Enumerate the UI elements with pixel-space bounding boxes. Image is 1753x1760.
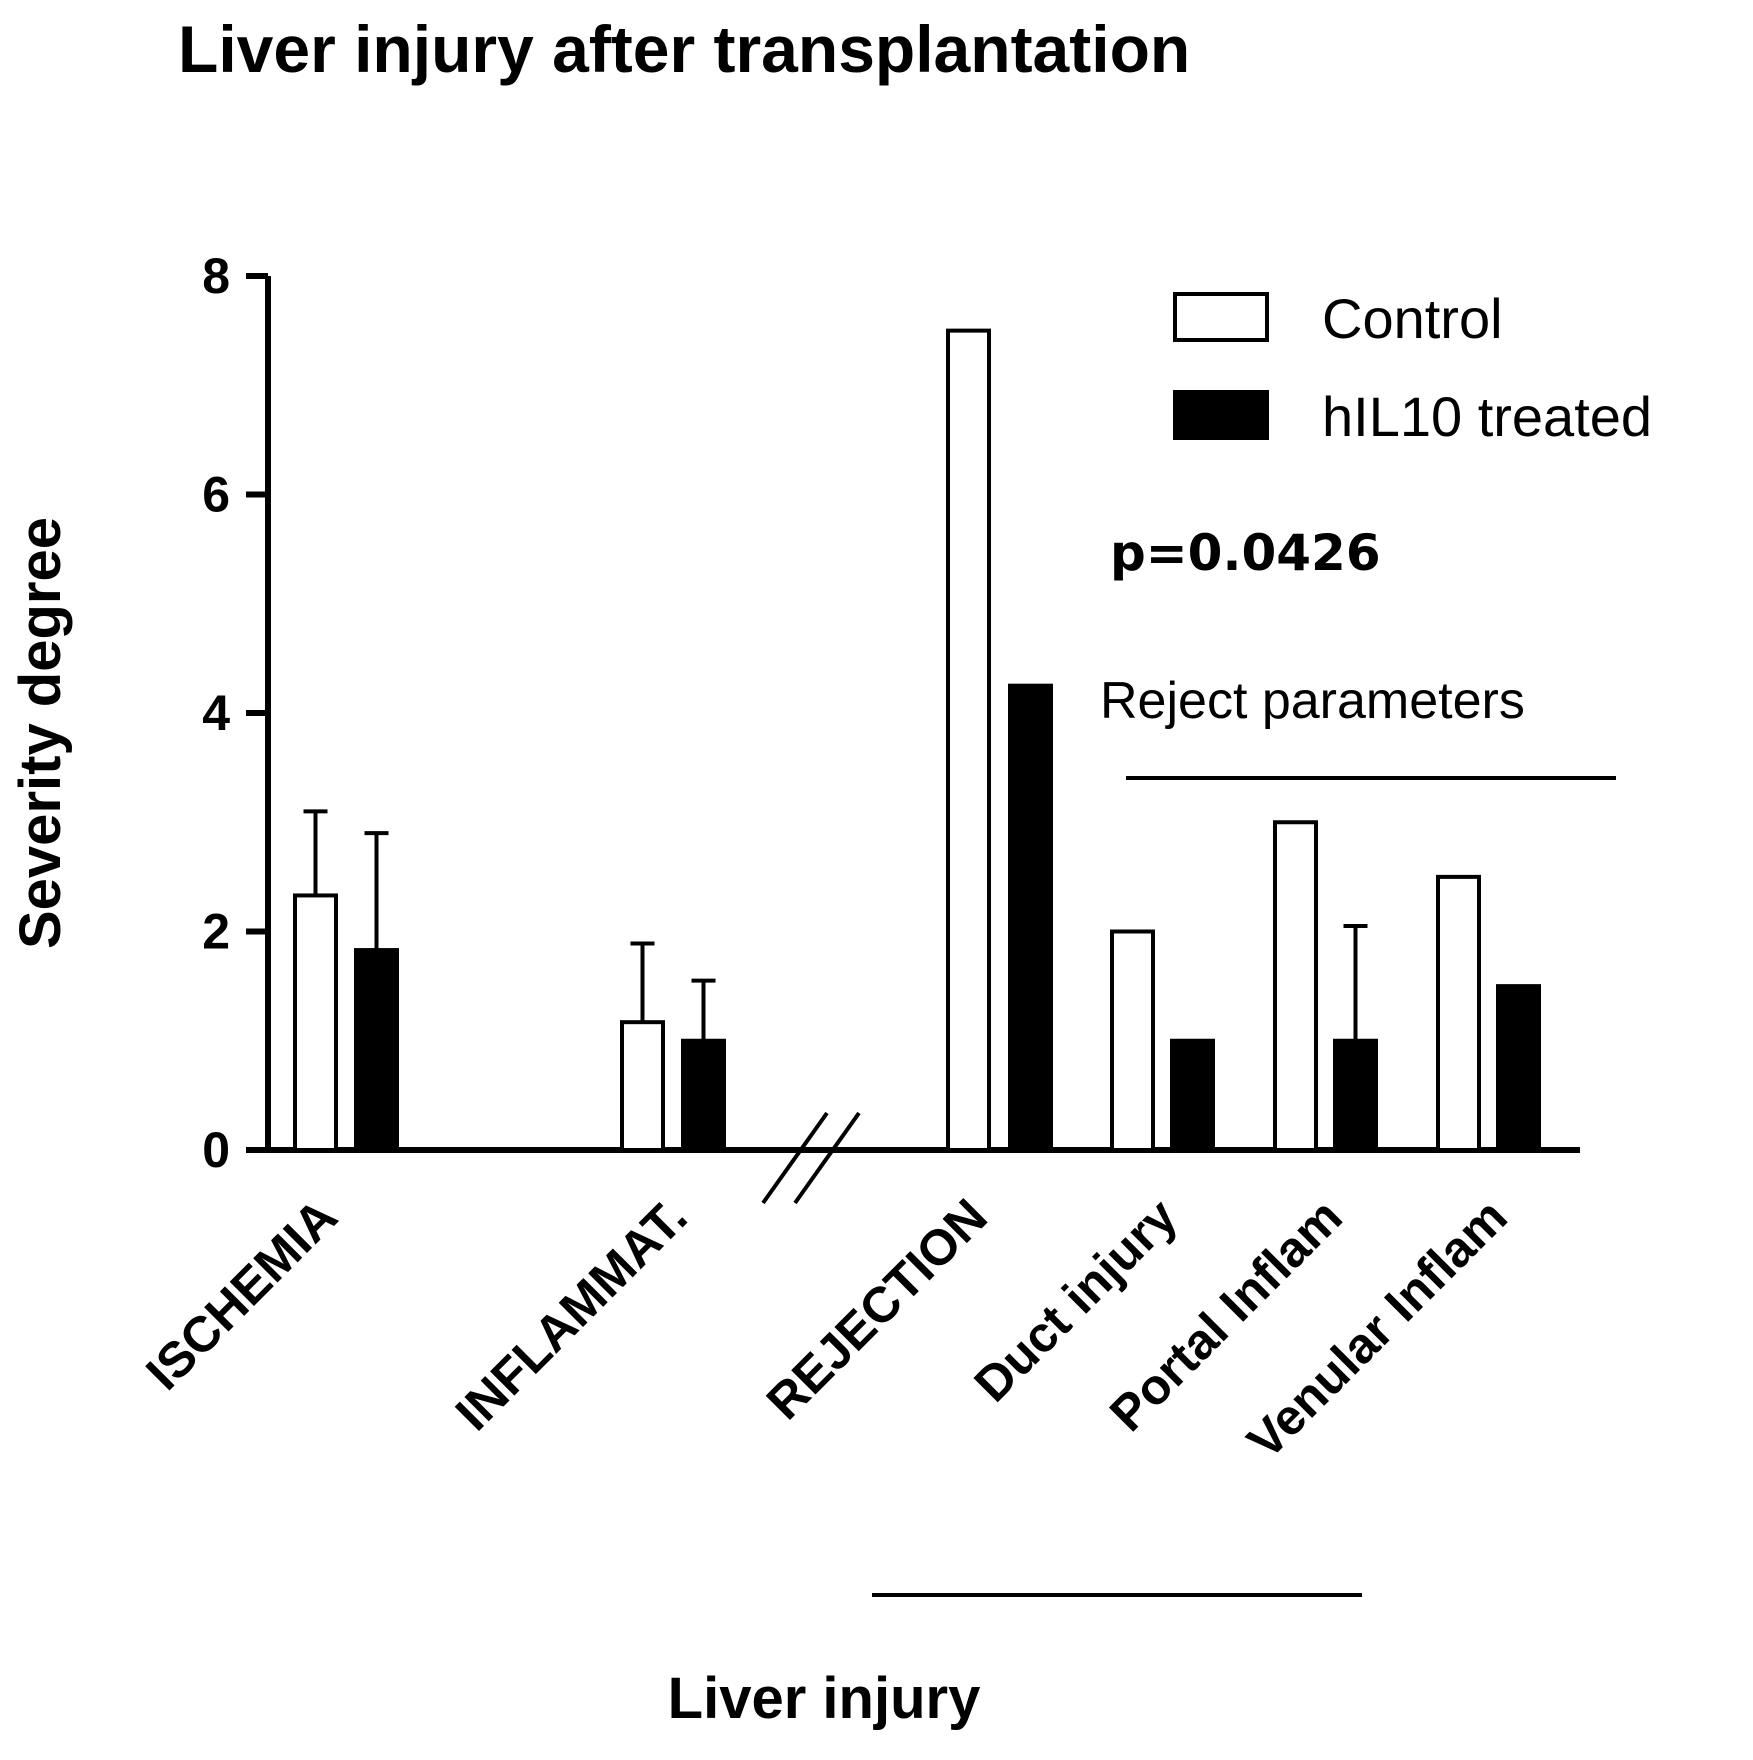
bar-hil10-treated <box>681 1038 726 1152</box>
bar-control <box>946 328 991 1152</box>
bar-hil10-treated <box>1333 1038 1378 1152</box>
annotations: p=0.0426 Reject parameters <box>872 524 1616 1597</box>
legend-label-hil10-treated: hIL10 treated <box>1322 385 1652 448</box>
legend-label-control: Control <box>1322 287 1503 350</box>
axis-break-mark <box>793 1111 861 1205</box>
y-tick-label: 6 <box>202 467 230 523</box>
axis-break-mark <box>761 1111 829 1205</box>
y-tick-label: 2 <box>202 904 230 960</box>
y-tick-label: 0 <box>202 1122 230 1178</box>
y-tick-label: 4 <box>202 685 230 741</box>
x-tick-label: REJECTION <box>756 1188 998 1430</box>
bar-control <box>293 893 338 1153</box>
bar-control <box>1436 874 1481 1152</box>
x-axis-label: Liver injury <box>668 1666 981 1731</box>
legend: Control hIL10 treated <box>1173 287 1652 448</box>
bar-control <box>1110 929 1155 1152</box>
bar-control <box>620 1020 665 1152</box>
y-axis-label: Severity degree <box>8 517 73 949</box>
x-tick-label: INFLAMMAT. <box>445 1188 698 1441</box>
bars-group <box>293 328 1541 1153</box>
legend-swatch-hil10-treated <box>1173 390 1269 440</box>
bar-hil10-treated <box>1170 1038 1215 1152</box>
legend-swatch-control <box>1173 292 1269 342</box>
y-tick-label: 8 <box>202 248 230 304</box>
bar-hil10-treated <box>1008 683 1053 1152</box>
reject-parameters-label: Reject parameters <box>1100 672 1525 730</box>
p-value-annotation: p=0.0426 <box>1110 524 1381 582</box>
bar-hil10-treated <box>354 948 399 1153</box>
x-tick-label: ISCHEMIA <box>135 1188 347 1400</box>
chart-title: Liver injury after transplantation <box>178 12 1190 86</box>
bar-control <box>1273 820 1318 1152</box>
bar-hil10-treated <box>1496 984 1541 1152</box>
